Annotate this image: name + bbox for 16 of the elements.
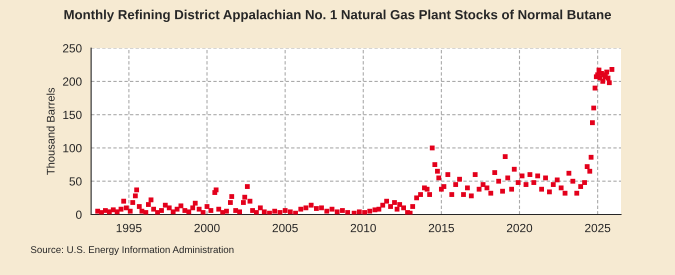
x-tick-label: 1995 [116,224,142,232]
y-tick-label: 200 [62,77,82,86]
source-note: Source: U.S. Energy Information Administration [30,246,234,256]
x-tick-label: 2020 [506,224,532,232]
y-tick-label: 50 [69,177,82,186]
x-tick-label: 2025 [585,224,610,232]
y-tick-label: 150 [63,110,82,120]
y-tick-label: 250 [62,44,82,53]
chart-title: Monthly Refining District Appalachian No. 1 Natural Gas Plant Stocks of Normal Butane [64,10,612,22]
x-tick-label: 2015 [428,224,454,232]
y-tick-label: 0 [76,210,82,219]
x-tick-label: 2005 [272,224,298,232]
y-axis-title: Thousand Barrels [46,88,55,175]
y-tick-label: 100 [63,144,82,152]
x-tick-label: 2000 [194,224,220,232]
x-tick-label: 2010 [350,224,376,232]
